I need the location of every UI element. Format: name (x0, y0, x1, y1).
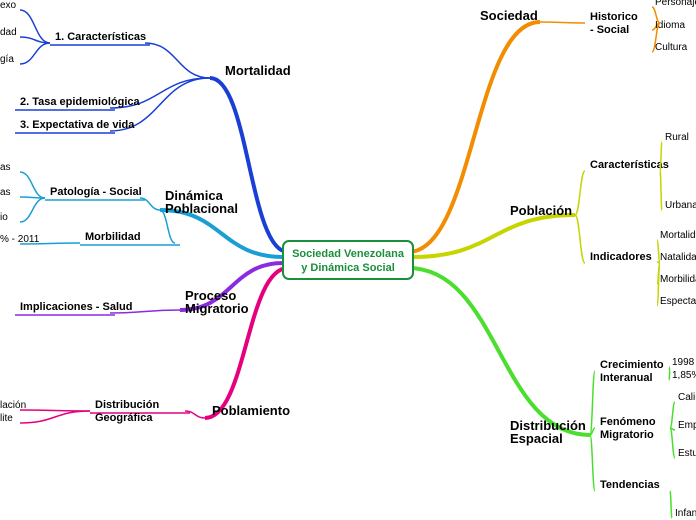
label: Características (590, 159, 669, 171)
label: Cultura (655, 42, 688, 53)
label: as (0, 187, 11, 198)
label: Interanual (600, 372, 653, 384)
label: % - 2011 (0, 234, 40, 245)
mindmap-canvas: Sociedad Historico- Social Personajes his I… (0, 0, 696, 520)
label: Espacial (510, 431, 563, 446)
branch-curve (575, 215, 585, 263)
branch-curve (540, 22, 585, 23)
label: - Social (590, 24, 629, 36)
label: Idioma (655, 20, 685, 31)
label: Mortalidad (225, 63, 291, 78)
branch-curve (670, 491, 672, 518)
label: lación (0, 400, 26, 411)
label: Emp (678, 420, 696, 431)
label: Urbana (665, 200, 696, 211)
label: dad (0, 27, 17, 38)
branch-curve (660, 171, 662, 210)
label: 1,85% (672, 370, 696, 381)
label: 1998 (672, 357, 695, 368)
label: Fenómeno (600, 416, 656, 428)
label: Patología - Social (50, 186, 142, 198)
label: exo (0, 0, 17, 11)
label: Estu (678, 448, 696, 459)
label: Geográfica (95, 412, 153, 424)
label: io (0, 212, 8, 223)
branch-curve (575, 171, 585, 215)
label: Espectativa (660, 296, 696, 307)
label: Migratorio (600, 429, 654, 441)
label: Natalidad (660, 252, 696, 263)
label: Rural (665, 132, 689, 143)
branch-curve (20, 43, 50, 64)
label: Morbilidad (660, 274, 696, 285)
branch-curve (590, 435, 595, 491)
label: Distribución (95, 399, 159, 411)
branch-curve (670, 402, 675, 428)
label: Crecimiento (600, 359, 664, 371)
branch-curve (669, 371, 670, 380)
label: Personajes his (655, 0, 696, 8)
label: Población (510, 203, 572, 218)
branch-curve (670, 428, 675, 458)
label: Infanti (675, 508, 696, 519)
label: Cali (678, 392, 695, 403)
label: Migratorio (185, 301, 249, 316)
label: Tendencias (600, 479, 660, 491)
label: Mortalidad (660, 230, 696, 241)
branch-curve (20, 198, 45, 222)
branch-curve (20, 172, 45, 198)
label: Poblamiento (212, 403, 290, 418)
branch-curve (20, 10, 50, 43)
center-title-2: y Dinámica Social (301, 262, 395, 274)
label: Indicadores (590, 251, 652, 263)
branch-curve (20, 37, 50, 43)
branch-curve (20, 411, 90, 423)
branch-curve (185, 411, 205, 418)
label: Morbilidad (85, 231, 141, 243)
branch-curve (145, 43, 210, 78)
label: lite (0, 413, 13, 424)
label: Historico (590, 11, 638, 23)
branch-curve (210, 78, 288, 252)
label: Poblacional (165, 201, 238, 216)
label: as (0, 162, 11, 173)
label: 2. Tasa epidemiológica (20, 96, 140, 108)
label: gía (0, 54, 14, 65)
branch-curve (408, 268, 590, 435)
label: 3. Expectativa de vida (20, 119, 135, 131)
branch-curve (590, 371, 595, 435)
label: Implicaciones - Salud (20, 301, 132, 313)
label: Sociedad (480, 8, 538, 23)
center-title-1: Sociedad Venezolana (292, 248, 405, 260)
branch-curve (160, 210, 283, 257)
label: 1. Características (55, 31, 146, 43)
